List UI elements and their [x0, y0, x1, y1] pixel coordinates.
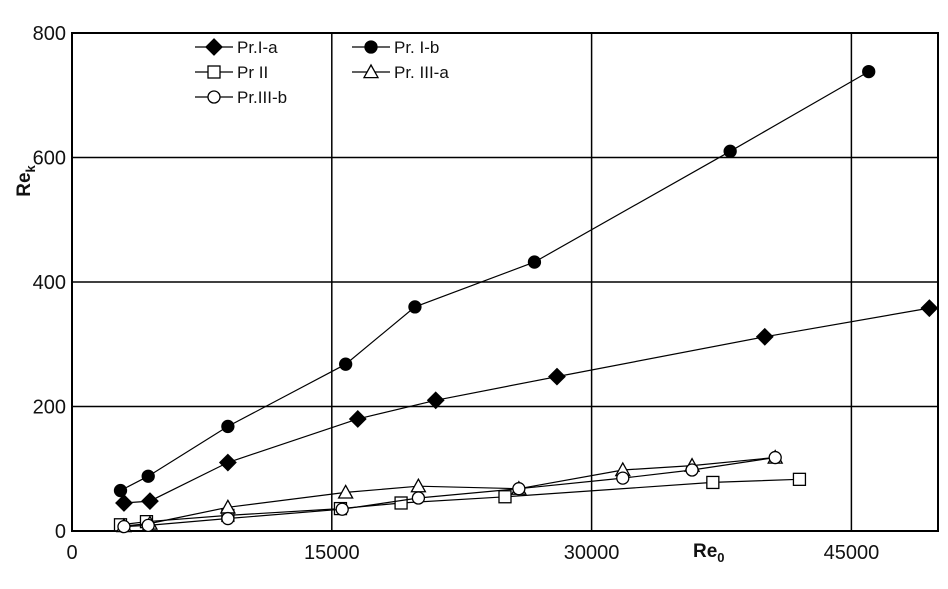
y-axis-label: Rek	[14, 164, 38, 196]
x-tick-label: 0	[66, 542, 77, 564]
legend-marker	[362, 63, 380, 79]
series-line	[120, 478, 800, 526]
x-tick-label: 45000	[824, 542, 880, 564]
series-5	[117, 450, 782, 534]
series-1	[115, 299, 939, 512]
data-point	[113, 483, 128, 498]
series-line	[123, 307, 930, 504]
data-point	[411, 491, 426, 505]
data-point	[115, 494, 133, 512]
data-point	[141, 518, 155, 533]
legend-item: Pr II	[195, 63, 268, 82]
y-tick-label: 600	[33, 148, 66, 170]
legend-label: Pr.I-a	[237, 38, 278, 57]
legend-marker	[207, 65, 221, 79]
data-point	[512, 482, 526, 496]
series-group	[113, 64, 939, 534]
data-point	[498, 490, 512, 504]
tick-labels: 0 200 400 600 800 0 15000 30000 45000	[33, 23, 880, 564]
x-tick-label: 30000	[564, 542, 620, 564]
legend-item: Pr.I-a	[195, 38, 278, 57]
data-point	[221, 419, 235, 434]
data-point	[221, 511, 235, 526]
data-point	[768, 450, 782, 465]
data-point	[337, 484, 354, 499]
data-point	[755, 327, 774, 346]
x-axis-label-main: Re	[693, 541, 717, 562]
series-2	[113, 64, 876, 498]
y-axis-label-main: Re	[14, 172, 35, 196]
legend-label: Pr. I-b	[394, 38, 439, 57]
data-point	[408, 300, 422, 314]
legend-label: Pr II	[237, 63, 268, 82]
x-axis-label: Re0	[693, 541, 725, 565]
data-point	[792, 472, 807, 486]
data-point	[339, 357, 353, 371]
data-point	[218, 453, 237, 472]
y-tick-label: 800	[33, 23, 66, 45]
legend: Pr.I-a Pr. I-b Pr II Pr. III-a Pr.III-b	[195, 38, 449, 107]
y-tick-label: 0	[55, 521, 66, 543]
legend-marker	[207, 90, 221, 104]
data-point	[394, 496, 408, 510]
data-point	[685, 463, 699, 477]
data-point	[527, 255, 542, 269]
data-point	[920, 299, 939, 318]
y-axis-label-sub: k	[23, 164, 38, 172]
data-point	[723, 144, 737, 158]
legend-label: Pr. III-a	[394, 63, 449, 82]
data-point	[141, 492, 159, 511]
data-point	[141, 469, 155, 483]
data-point	[616, 471, 630, 485]
legend-item: Pr.III-b	[195, 88, 287, 107]
data-point	[862, 64, 876, 79]
data-point	[348, 410, 367, 428]
x-axis-label-sub: 0	[717, 550, 724, 565]
legend-marker	[364, 40, 378, 54]
data-point	[117, 519, 131, 534]
data-point	[426, 391, 445, 410]
legend-label: Pr.III-b	[237, 88, 287, 107]
legend-item: Pr. III-a	[352, 63, 449, 82]
x-tick-label: 15000	[304, 542, 360, 564]
y-tick-label: 200	[33, 397, 66, 419]
data-point	[335, 502, 349, 516]
series-line	[120, 71, 869, 492]
data-point	[706, 475, 720, 490]
y-tick-label: 400	[33, 272, 66, 294]
plot-area	[71, 32, 939, 532]
legend-item: Pr. I-b	[352, 38, 439, 57]
legend-marker	[205, 38, 223, 56]
data-point	[548, 367, 566, 386]
